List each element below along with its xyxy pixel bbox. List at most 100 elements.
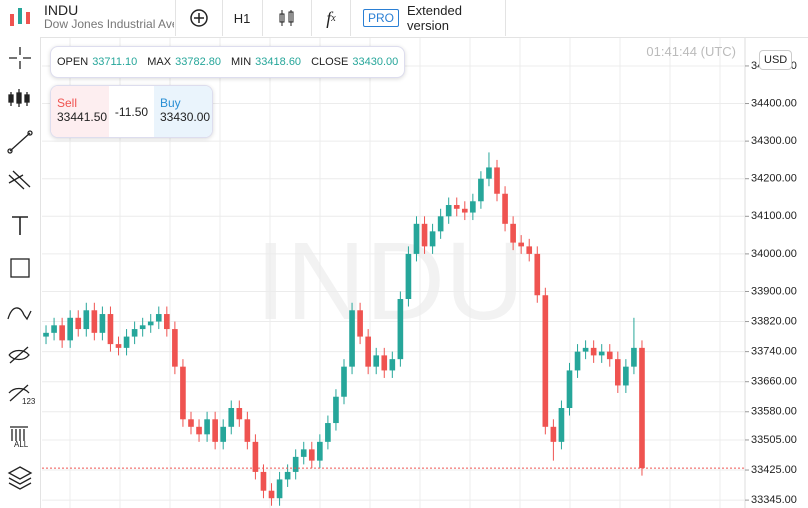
candle-body bbox=[43, 332, 49, 337]
max-label: MAX bbox=[147, 56, 172, 68]
badge-123: 123 bbox=[22, 397, 36, 406]
y-tick-label: 34400.00 bbox=[751, 97, 797, 109]
chart-type-button[interactable] bbox=[263, 0, 312, 36]
symbol[interactable]: INDU bbox=[44, 2, 79, 18]
currency-button[interactable]: USD bbox=[759, 50, 793, 70]
pro-button[interactable]: PRO Extended version bbox=[351, 0, 506, 36]
crosshair-icon[interactable] bbox=[9, 47, 31, 69]
close-label: CLOSE bbox=[311, 56, 349, 68]
y-tick-label: 33580.00 bbox=[751, 406, 797, 418]
candle-body bbox=[598, 351, 605, 356]
sell-label: Sell bbox=[57, 96, 78, 110]
delete-icon[interactable] bbox=[10, 426, 28, 441]
candle-body bbox=[486, 167, 492, 179]
candle-body bbox=[381, 355, 388, 371]
candle-body bbox=[139, 325, 146, 330]
candle-body bbox=[228, 408, 235, 427]
candle-body bbox=[494, 167, 500, 194]
candle-body bbox=[542, 295, 549, 427]
max-value: 33782.80 bbox=[175, 56, 221, 68]
candle-body bbox=[365, 336, 371, 367]
trade-panel: Sell 33441.50 -11.50 Buy 33430.00 bbox=[50, 85, 213, 138]
candle-body bbox=[373, 355, 380, 367]
clock: 01:41:44 (UTC) bbox=[646, 44, 736, 59]
logo-icon bbox=[10, 8, 30, 26]
y-tick-label: 33740.00 bbox=[751, 346, 797, 358]
candle-body bbox=[172, 329, 178, 367]
extended-label: Extended version bbox=[407, 3, 462, 33]
candle-body bbox=[357, 310, 363, 337]
candle-body bbox=[59, 325, 65, 341]
candle-body bbox=[614, 359, 621, 386]
candle-body bbox=[75, 317, 82, 330]
candle-body bbox=[325, 423, 331, 442]
candle-body bbox=[461, 208, 468, 213]
candle-body bbox=[590, 347, 597, 356]
top-bar bbox=[0, 0, 808, 38]
brush-icon[interactable] bbox=[7, 307, 32, 321]
candle-body bbox=[284, 471, 291, 480]
candle-body bbox=[333, 396, 339, 424]
candle-body bbox=[155, 314, 162, 322]
candle-body bbox=[502, 193, 508, 224]
pro-badge: PRO bbox=[363, 9, 400, 27]
buy-button[interactable]: Buy 33430.00 bbox=[154, 86, 212, 137]
candle-body bbox=[397, 299, 404, 360]
candle-body bbox=[252, 441, 259, 472]
candle-body bbox=[91, 310, 98, 333]
candle-body bbox=[349, 310, 355, 367]
candle-body bbox=[341, 366, 347, 397]
min-value: 33418.60 bbox=[255, 56, 302, 68]
sidebar-icons: 123 ALL bbox=[7, 47, 36, 490]
y-tick-label: 33820.00 bbox=[751, 315, 797, 327]
layers-icon[interactable] bbox=[7, 466, 33, 490]
line-icon[interactable] bbox=[9, 132, 31, 152]
candle-body bbox=[308, 449, 315, 461]
spread: -11.50 bbox=[114, 104, 149, 119]
candle-body bbox=[582, 347, 589, 352]
candle-body bbox=[510, 223, 516, 243]
candle-body bbox=[526, 246, 533, 254]
candle-body bbox=[180, 366, 186, 420]
hide-icon[interactable] bbox=[8, 346, 30, 364]
y-tick-label: 33425.00 bbox=[751, 464, 797, 476]
candle-body bbox=[196, 426, 202, 435]
y-tick-label: 33345.00 bbox=[751, 494, 797, 506]
candle-body bbox=[574, 351, 581, 371]
candle-body bbox=[478, 178, 484, 202]
y-tick-label: 34100.00 bbox=[751, 210, 797, 222]
candle-body bbox=[147, 321, 154, 326]
y-tick-label: 33505.00 bbox=[751, 434, 797, 446]
buy-price: 33430.00 bbox=[160, 110, 211, 124]
watermark: INDU bbox=[256, 220, 525, 343]
shape-icon[interactable] bbox=[10, 258, 30, 278]
sell-button[interactable]: Sell 33441.50 bbox=[51, 86, 109, 137]
candle-body bbox=[550, 426, 557, 442]
candle-body bbox=[51, 325, 57, 333]
candle-body bbox=[300, 449, 307, 457]
sell-price: 33441.50 bbox=[57, 110, 108, 124]
candle-body bbox=[260, 471, 267, 491]
timeframe-button[interactable]: H1 bbox=[222, 0, 263, 36]
candle-body bbox=[405, 253, 412, 300]
candle-body bbox=[470, 201, 476, 213]
text-icon[interactable] bbox=[12, 216, 28, 235]
candle-body bbox=[292, 456, 299, 472]
candle-body bbox=[107, 314, 114, 345]
candle-body bbox=[131, 329, 138, 337]
y-tick-label: 33660.00 bbox=[751, 376, 797, 388]
symbol-name: Dow Jones Industrial Ave bbox=[44, 17, 174, 31]
candle-body bbox=[220, 426, 227, 442]
candle-body bbox=[453, 205, 460, 209]
fib-icon[interactable] bbox=[8, 170, 31, 190]
y-tick-label: 34000.00 bbox=[751, 248, 797, 260]
candle-body bbox=[212, 419, 218, 442]
measure-icon[interactable] bbox=[8, 384, 30, 402]
candle-body bbox=[276, 479, 283, 499]
candle-body bbox=[413, 223, 420, 254]
candle-body bbox=[99, 314, 106, 333]
y-tick-label: 33900.00 bbox=[751, 285, 797, 297]
add-button[interactable] bbox=[175, 0, 223, 36]
candle-body bbox=[115, 344, 122, 348]
